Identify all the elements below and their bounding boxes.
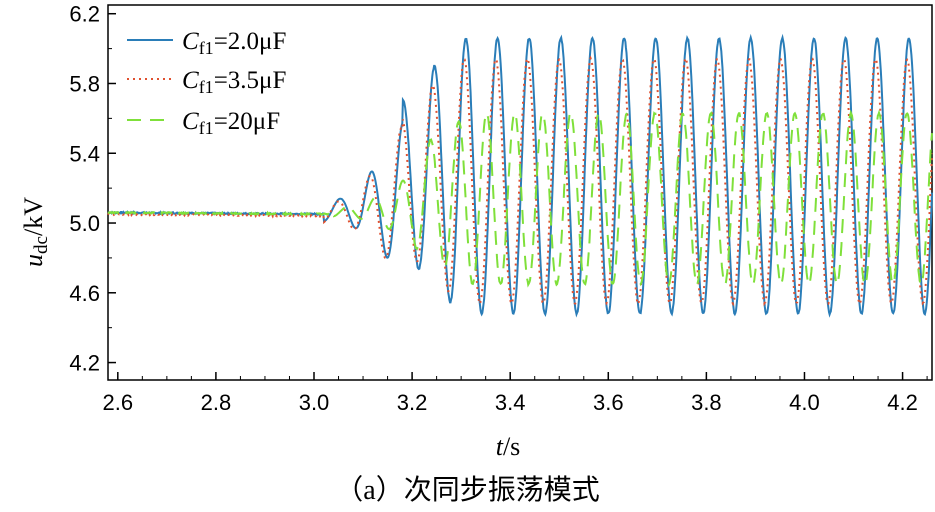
x-axis-ticks: 2.6 2.8 3.0 3.2 3.4 3.6 3.8 4.0 4.2: [103, 372, 928, 415]
y-tick-label: 6.2: [69, 2, 100, 27]
series-layer: [107, 33, 933, 318]
plot-area: 2.6 2.8 3.0 3.2 3.4 3.6 3.8 4.0 4.2 4.2 4.6 5.0 5.4…: [69, 2, 933, 415]
x-tick-label: 3.0: [299, 390, 330, 415]
y-tick-label: 5.8: [69, 71, 100, 96]
plot-frame: [107, 4, 933, 381]
series-line--20-f: [107, 109, 933, 288]
y-axis-label: udc/kV: [19, 197, 52, 267]
legend: Cf1=2.0μF Cf1=3.5μF Cf1=20μF: [127, 28, 286, 138]
x-tick-label: 2.8: [201, 390, 232, 415]
x-axis-label: t/s: [496, 432, 521, 461]
y-tick-label: 5.4: [69, 141, 100, 166]
y-tick-label: 4.6: [69, 281, 100, 306]
x-tick-label: 3.2: [397, 390, 428, 415]
x-tick-label: 3.6: [593, 390, 624, 415]
figure-caption: （a）次同步振荡模式: [335, 475, 600, 506]
x-tick-label: 3.8: [691, 390, 722, 415]
x-tick-label: 4.2: [887, 390, 918, 415]
legend-entry-cf1-20: Cf1=20μF: [182, 108, 280, 138]
line-chart: 2.6 2.8 3.0 3.2 3.4 3.6 3.8 4.0 4.2 4.2 4.6 5.0 5.4…: [19, 2, 933, 461]
y-tick-label: 4.2: [69, 351, 100, 376]
x-tick-label: 4.0: [789, 390, 820, 415]
series-line--2-0-f: [107, 33, 933, 318]
x-tick-label: 2.6: [103, 390, 134, 415]
legend-entry-cf1-2-0: Cf1=2.0μF: [182, 28, 286, 58]
legend-entry-cf1-3-5: Cf1=3.5μF: [182, 67, 286, 97]
x-tick-label: 3.4: [495, 390, 526, 415]
y-tick-label: 5.0: [69, 211, 100, 236]
y-axis-ticks: 4.2 4.6 5.0 5.4 5.8 6.2: [69, 2, 116, 376]
